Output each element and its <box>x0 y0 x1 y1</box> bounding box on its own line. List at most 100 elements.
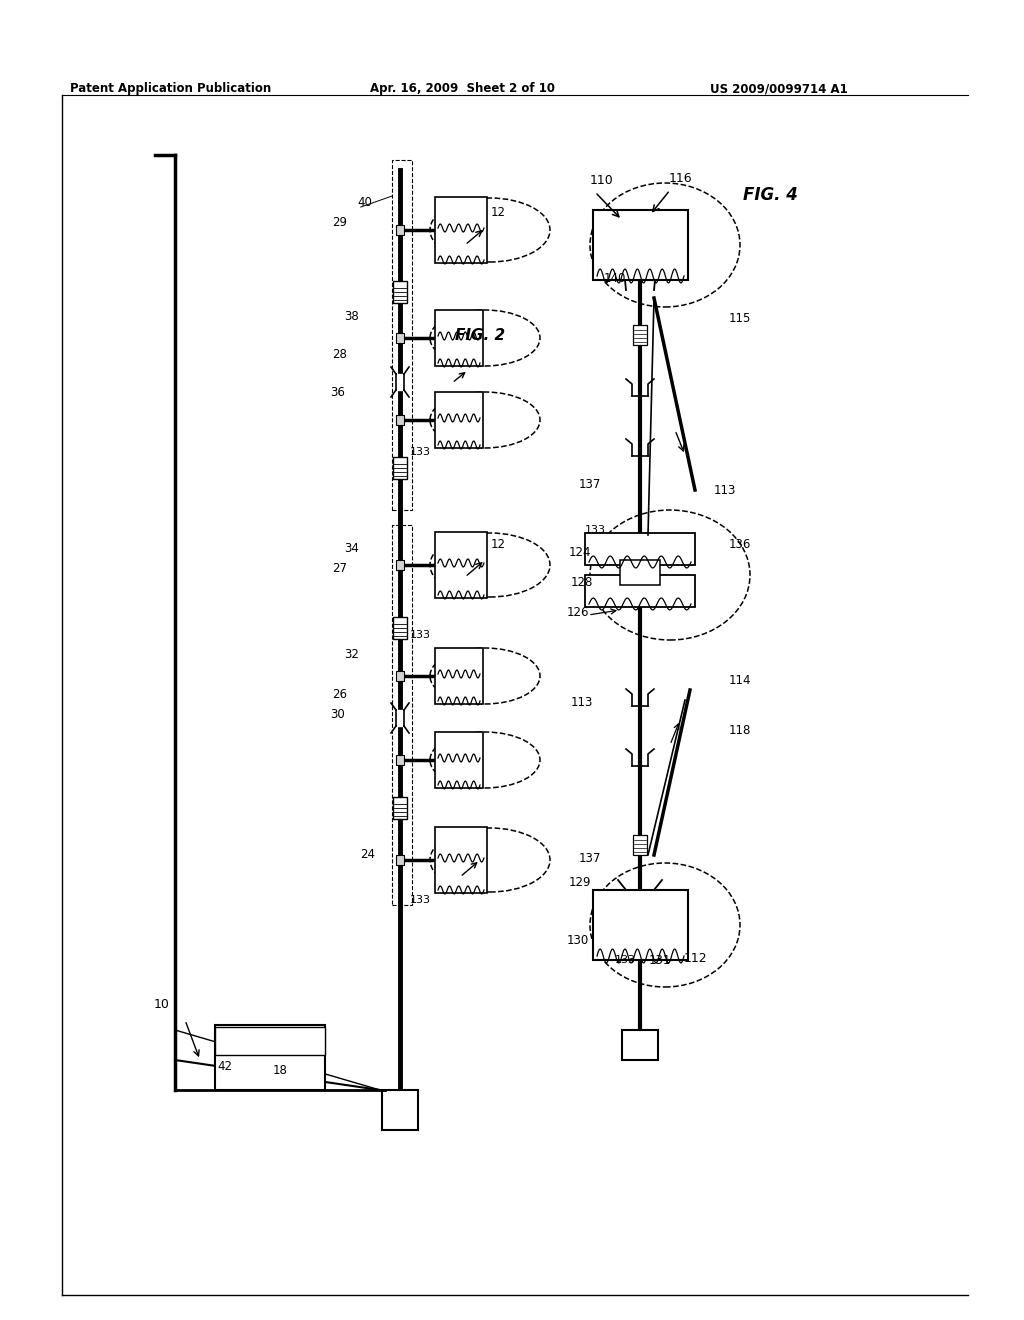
Bar <box>593 210 688 280</box>
Bar <box>396 671 404 681</box>
Text: 113: 113 <box>714 483 736 496</box>
Bar <box>435 197 487 263</box>
Circle shape <box>464 678 478 693</box>
Bar <box>435 310 483 366</box>
Circle shape <box>471 236 479 244</box>
Circle shape <box>640 572 654 585</box>
Bar <box>215 1026 325 1090</box>
Circle shape <box>471 572 479 579</box>
Text: 29: 29 <box>333 215 347 228</box>
Text: 116: 116 <box>669 172 692 185</box>
Text: 32: 32 <box>344 648 359 661</box>
Bar <box>393 616 407 639</box>
Bar <box>393 281 407 304</box>
Circle shape <box>471 216 479 224</box>
Bar <box>633 325 647 345</box>
Text: 118: 118 <box>729 723 752 737</box>
Circle shape <box>649 908 667 927</box>
Circle shape <box>468 213 482 227</box>
Circle shape <box>626 572 640 585</box>
Text: 30: 30 <box>331 709 345 722</box>
Circle shape <box>464 341 478 355</box>
Bar <box>393 797 407 818</box>
Text: 131: 131 <box>649 953 671 966</box>
Text: Apr. 16, 2009  Sheet 2 of 10: Apr. 16, 2009 Sheet 2 of 10 <box>370 82 555 95</box>
Text: 12: 12 <box>490 539 506 552</box>
Circle shape <box>629 574 637 582</box>
Text: 40: 40 <box>357 197 373 210</box>
Text: 133: 133 <box>410 630 430 640</box>
Text: 129: 129 <box>568 875 591 888</box>
Text: FIG. 2: FIG. 2 <box>455 327 505 342</box>
Text: 110: 110 <box>590 173 613 186</box>
Bar <box>392 160 412 510</box>
Bar <box>382 1090 418 1130</box>
Circle shape <box>653 232 663 242</box>
Circle shape <box>467 426 475 434</box>
Text: 18: 18 <box>272 1064 288 1077</box>
Text: 24: 24 <box>360 849 376 862</box>
Circle shape <box>464 403 478 417</box>
Circle shape <box>653 912 663 921</box>
Circle shape <box>649 244 667 261</box>
Bar <box>396 560 404 570</box>
Bar <box>633 836 647 855</box>
Text: 128: 128 <box>570 577 593 590</box>
Circle shape <box>471 846 479 854</box>
Bar <box>396 414 404 425</box>
Text: 133: 133 <box>410 895 430 906</box>
Circle shape <box>467 682 475 690</box>
Circle shape <box>653 248 663 257</box>
Text: 137: 137 <box>579 851 601 865</box>
Text: 28: 28 <box>333 348 347 362</box>
Circle shape <box>467 746 475 754</box>
Bar <box>396 855 404 865</box>
Circle shape <box>467 345 475 352</box>
Circle shape <box>643 574 651 582</box>
Circle shape <box>468 548 482 562</box>
Circle shape <box>468 234 482 247</box>
Text: 12: 12 <box>490 206 506 219</box>
Text: 136: 136 <box>729 539 752 552</box>
Text: 34: 34 <box>344 541 359 554</box>
Bar <box>585 576 695 607</box>
Text: 26: 26 <box>333 689 347 701</box>
Circle shape <box>471 550 479 558</box>
Circle shape <box>468 568 482 582</box>
Text: 126: 126 <box>566 606 589 619</box>
Circle shape <box>467 766 475 774</box>
Circle shape <box>464 659 478 673</box>
Bar <box>435 392 483 447</box>
Bar <box>215 1027 325 1055</box>
Text: 133: 133 <box>410 447 430 457</box>
Text: 115: 115 <box>729 312 752 325</box>
Circle shape <box>649 924 667 942</box>
Circle shape <box>649 228 667 246</box>
Circle shape <box>468 843 482 857</box>
Circle shape <box>464 422 478 437</box>
Circle shape <box>471 866 479 874</box>
Bar <box>585 533 695 565</box>
Text: 137: 137 <box>579 479 601 491</box>
Bar <box>620 560 660 585</box>
Circle shape <box>464 321 478 335</box>
Circle shape <box>468 863 482 876</box>
Text: Patent Application Publication: Patent Application Publication <box>70 82 271 95</box>
Bar <box>396 755 404 766</box>
Polygon shape <box>618 210 662 290</box>
Text: 133: 133 <box>614 954 636 965</box>
Bar <box>396 224 404 235</box>
Text: 112: 112 <box>683 952 707 965</box>
Bar <box>396 333 404 343</box>
Text: 113: 113 <box>570 697 593 710</box>
Circle shape <box>467 407 475 414</box>
Text: 27: 27 <box>333 561 347 574</box>
Bar <box>435 733 483 788</box>
Bar <box>392 525 412 906</box>
Text: 10: 10 <box>154 998 170 1011</box>
Bar <box>393 457 407 479</box>
Circle shape <box>464 763 478 777</box>
Circle shape <box>653 928 663 939</box>
Text: US 2009/0099714 A1: US 2009/0099714 A1 <box>710 82 848 95</box>
Circle shape <box>464 743 478 756</box>
